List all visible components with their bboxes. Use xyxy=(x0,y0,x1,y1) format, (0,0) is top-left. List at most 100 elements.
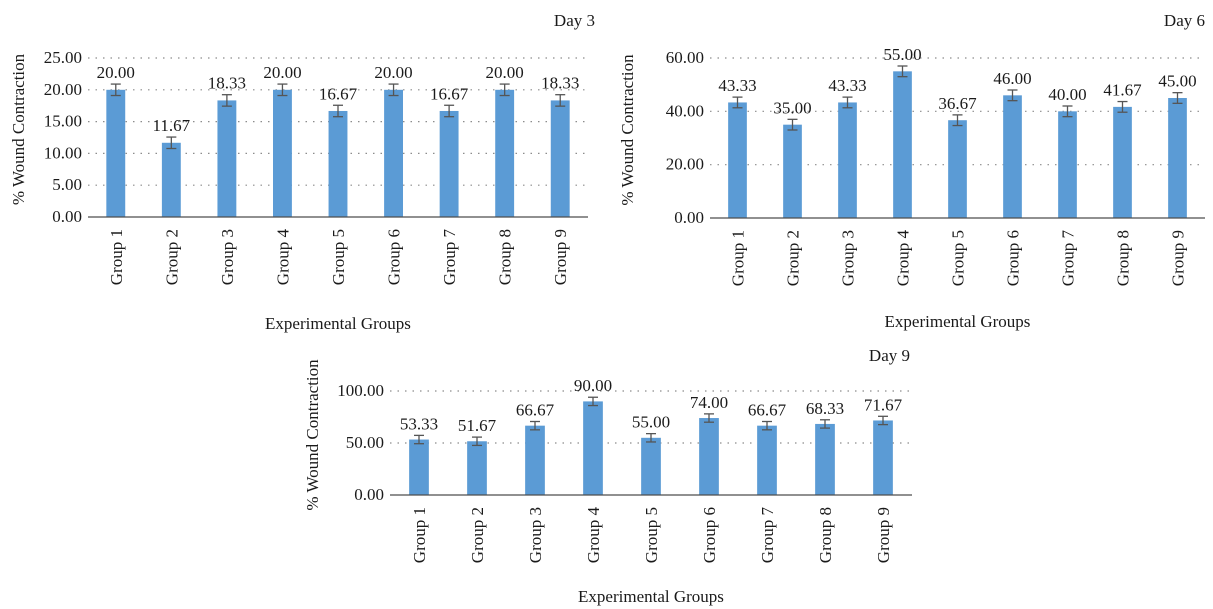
chart1-x-axis-label: Experimental Groups xyxy=(265,314,411,333)
chart2-value-label: 35.00 xyxy=(773,98,811,117)
chart2-category-label: Group 7 xyxy=(1059,230,1078,287)
chart1-category-label: Group 1 xyxy=(107,229,126,285)
chart1-error-bar xyxy=(555,94,566,107)
chart2-value-label: 43.33 xyxy=(828,76,866,95)
chart1-error-bar xyxy=(388,83,399,97)
chart1-value-label: 16.67 xyxy=(430,84,469,103)
chart1-error-bar xyxy=(333,104,343,118)
chart3-bar-group-5 xyxy=(641,437,661,495)
chart3-error-bar xyxy=(472,436,482,447)
chart3-value-label: 90.00 xyxy=(574,376,612,395)
chart2-bar-group-8 xyxy=(1113,106,1132,218)
chart2-value-label: 40.00 xyxy=(1048,85,1086,104)
chart2-value-label: 41.67 xyxy=(1103,81,1142,100)
chart3-error-bar xyxy=(414,434,424,445)
chart1-value-label: 18.33 xyxy=(208,74,246,93)
chart2-value-label: 46.00 xyxy=(993,69,1031,88)
chart1-ytick-label: 10.00 xyxy=(44,143,82,162)
chart1-error-bar xyxy=(166,136,177,150)
chart2-category-label: Group 4 xyxy=(894,230,913,287)
chart2-category-label: Group 5 xyxy=(949,230,968,286)
chart3-bar-group-4 xyxy=(583,401,603,495)
chart1-bar-group-6 xyxy=(384,89,403,217)
chart3-category-label: Group 4 xyxy=(584,507,603,564)
chart1-category-label: Group 7 xyxy=(440,229,459,286)
chart2-bar-group-6 xyxy=(1003,95,1022,218)
chart2-bar-group-4 xyxy=(893,71,912,218)
chart2-ytick-label: 0.00 xyxy=(674,208,704,227)
chart3-error-bar xyxy=(588,396,598,407)
chart-day-3-svg: 0.00 5.00 10.00 15.00 20.00 25.00 20.00 Group 1… xyxy=(9,11,595,333)
chart1-ytick-label: 20.00 xyxy=(44,80,82,99)
chart3-category-label: Group 5 xyxy=(642,507,661,563)
chart-day-6-svg: 0.00 20.00 40.00 60.00 43.33 Group 1 35.00 Grou… xyxy=(618,11,1205,331)
chart2-error-bar xyxy=(732,96,743,109)
chart3-value-label: 68.33 xyxy=(806,399,844,418)
chart3-error-bar xyxy=(762,420,772,431)
chart3-value-label: 51.67 xyxy=(458,416,497,435)
chart1-value-label: 18.33 xyxy=(541,74,579,93)
chart2-value-label: 55.00 xyxy=(883,45,921,64)
chart3-category-label: Group 7 xyxy=(758,507,777,564)
chart2-error-bar xyxy=(1007,89,1018,102)
chart3-category-label: Group 8 xyxy=(816,507,835,563)
chart3-error-bar xyxy=(530,420,540,431)
chart2-ytick-label: 60.00 xyxy=(666,48,704,67)
chart3-category-label: Group 1 xyxy=(410,507,429,563)
chart2-category-label: Group 2 xyxy=(784,230,803,286)
chart1-bar-group-3 xyxy=(217,100,237,217)
chart2-ytick-label: 40.00 xyxy=(666,101,704,120)
chart3-bar-group-6 xyxy=(699,418,719,495)
chart1-bar-group-9 xyxy=(550,100,570,217)
chart-day-3: 0.00 5.00 10.00 15.00 20.00 25.00 20.00 Group 1… xyxy=(0,0,600,335)
chart1-bar-group-4 xyxy=(273,89,292,217)
chart1-value-label: 11.67 xyxy=(153,116,191,135)
chart1-value-label: 20.00 xyxy=(374,63,412,82)
chart1-value-label: 20.00 xyxy=(263,63,301,82)
chart3-value-label: 55.00 xyxy=(632,413,670,432)
chart1-y-axis-label: % Wound Contraction xyxy=(9,53,28,205)
chart3-value-label: 74.00 xyxy=(690,393,728,412)
chart3-error-bar xyxy=(878,415,888,426)
chart2-category-label: Group 6 xyxy=(1004,230,1023,286)
chart3-ytick-label: 0.00 xyxy=(354,485,384,504)
chart3-bar-group-7 xyxy=(757,425,777,495)
chart3-value-label: 71.67 xyxy=(864,395,903,414)
chart3-category-label: Group 9 xyxy=(874,507,893,563)
chart2-bar-group-5 xyxy=(948,120,967,218)
chart3-bar-group-1 xyxy=(409,439,429,495)
chart2-bar-group-7 xyxy=(1058,111,1077,218)
chart2-bar-group-9 xyxy=(1168,98,1187,218)
chart2-error-bar xyxy=(842,96,853,109)
chart1-error-bar xyxy=(221,94,232,107)
chart3-y-axis-label: % Wound Contraction xyxy=(303,359,322,511)
chart2-value-label: 45.00 xyxy=(1158,72,1196,91)
chart2-error-bar xyxy=(1172,92,1183,104)
chart2-bar-group-3 xyxy=(838,102,857,218)
chart2-value-label: 36.67 xyxy=(938,94,977,113)
chart3-bar-group-9 xyxy=(873,420,893,495)
chart1-category-label: Group 8 xyxy=(496,229,515,285)
chart1-value-label: 20.00 xyxy=(97,63,135,82)
chart1-ytick-label: 25.00 xyxy=(44,48,82,67)
chart1-bar-group-2 xyxy=(161,142,181,217)
chart1-category-label: Group 2 xyxy=(162,229,181,285)
chart3-ytick-label: 50.00 xyxy=(346,433,384,452)
chart1-title: Day 3 xyxy=(554,11,595,30)
chart2-value-label: 43.33 xyxy=(718,76,756,95)
chart2-title: Day 6 xyxy=(1164,11,1205,30)
chart1-category-label: Group 6 xyxy=(385,229,404,285)
chart1-ytick-label: 0.00 xyxy=(52,207,82,226)
chart3-error-bar xyxy=(646,432,656,443)
chart1-bar-group-7 xyxy=(439,110,459,217)
chart3-bar-group-2 xyxy=(467,441,487,495)
chart2-ytick-label: 20.00 xyxy=(666,155,704,174)
chart3-x-axis-label: Experimental Groups xyxy=(578,587,724,606)
chart1-ytick-label: 15.00 xyxy=(44,112,82,131)
chart3-ytick-label: 100.00 xyxy=(337,381,384,400)
chart3-error-bar xyxy=(704,413,714,423)
chart3-value-label: 66.67 xyxy=(748,401,787,420)
chart3-error-bar xyxy=(820,419,830,429)
chart1-value-label: 20.00 xyxy=(486,63,524,82)
chart-day-6: 0.00 20.00 40.00 60.00 43.33 Group 1 35.00 Grou… xyxy=(612,0,1213,335)
